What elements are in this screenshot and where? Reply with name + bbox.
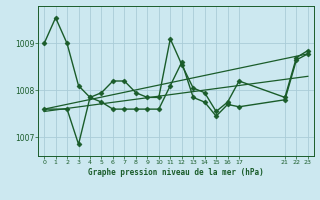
- X-axis label: Graphe pression niveau de la mer (hPa): Graphe pression niveau de la mer (hPa): [88, 168, 264, 177]
